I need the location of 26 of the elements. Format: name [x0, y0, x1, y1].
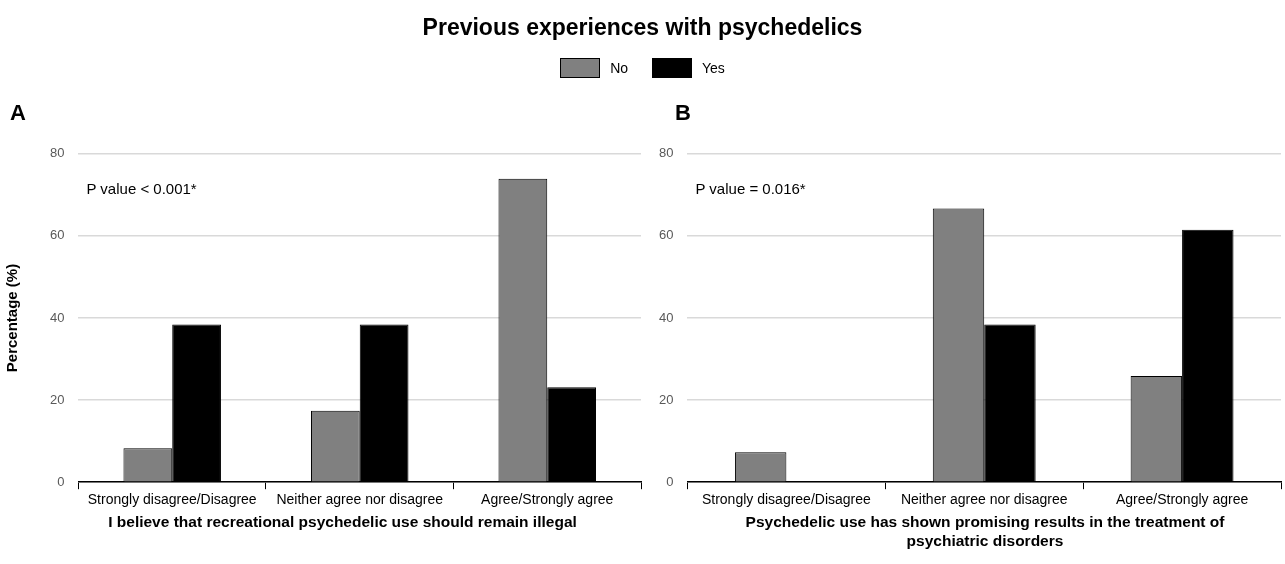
y-tick-label: 20	[658, 391, 674, 407]
x-tick-label: Strongly disagree/Disagree	[87, 491, 257, 508]
y-tick-label: 60	[658, 227, 674, 243]
y-tick-label: 20	[49, 391, 65, 407]
x-tick-label: Neither agree nor disagree	[276, 491, 444, 508]
chart-title: B	[675, 100, 691, 126]
x-tick-label: Agree/Strongly agree	[481, 491, 614, 508]
legend-label: Yes	[702, 60, 725, 76]
legend-label: No	[610, 60, 629, 76]
y-tick-label: 0	[57, 473, 65, 489]
y-tick-label: 40	[49, 309, 65, 325]
y-tick-label: 40	[658, 309, 674, 325]
x-axis-title: Psychedelic use has shown promising results in the treatment of psychiatric disorders	[744, 512, 1226, 550]
x-tick-label: Agree/Strongly agree	[1115, 491, 1249, 508]
chart-title: A	[10, 100, 26, 126]
y-tick-label: 0	[666, 473, 674, 489]
y-tick-label: 80	[658, 145, 674, 161]
x-tick-label: Strongly disagree/Disagree	[701, 491, 872, 508]
x-tick-label: Neither agree nor disagree	[900, 491, 1068, 508]
legend-title: Previous experiences with psychedelics	[421, 14, 864, 41]
y-axis-title: Percentage (%)	[3, 263, 21, 373]
annotation: P value < 0.001*	[86, 179, 197, 197]
y-tick-label: 60	[49, 227, 65, 243]
annotation: P value = 0.016*	[695, 179, 806, 197]
x-axis-title: I believe that recreational psychedelic use should remain illegal	[107, 512, 578, 531]
y-tick-label: 80	[49, 145, 65, 161]
